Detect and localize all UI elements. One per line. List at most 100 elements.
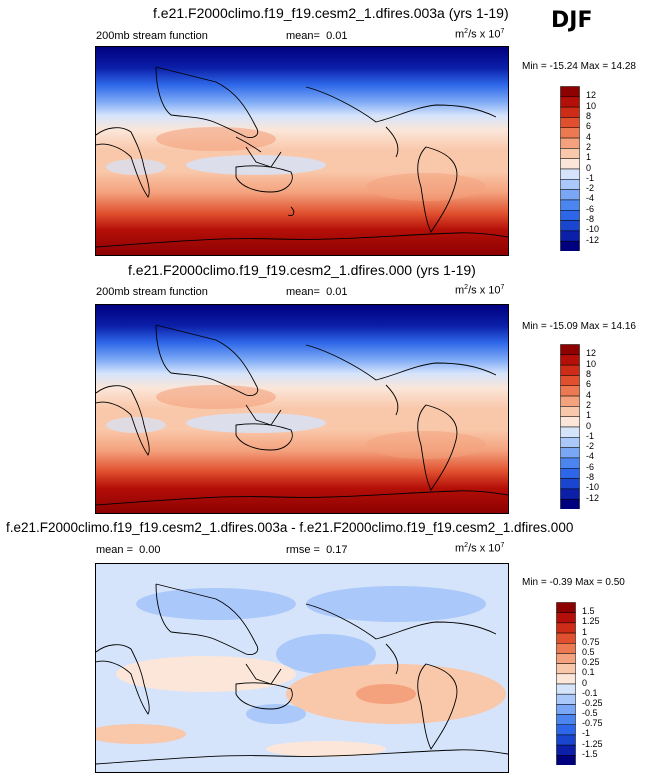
colorbar-tick-label: -1 <box>586 430 595 441</box>
colorbar-box <box>560 230 580 242</box>
panel-3-mean-value: 0.00 <box>139 544 161 556</box>
colorbar-tick-label: 1 <box>586 152 592 163</box>
colorbar-tick-label: -6 <box>586 203 595 214</box>
colorbar-tick-label: -1 <box>582 728 591 739</box>
colorbar-box <box>556 622 576 634</box>
colorbar-tick-label: 6 <box>586 379 592 390</box>
colorbar-tick-label: -10 <box>586 224 600 235</box>
panel-1-units: m2/s x 107 <box>455 28 504 41</box>
colorbar-tick-label: 1 <box>586 410 592 421</box>
units-sup: 2 <box>464 542 469 549</box>
units-sup: 2 <box>464 28 469 35</box>
colorbar-box <box>560 437 580 448</box>
colorbar-box <box>560 117 580 128</box>
colorbar-box <box>556 714 576 725</box>
colorbar-tick-label: -8 <box>586 472 595 483</box>
units-m: m <box>455 28 465 41</box>
panel-3-mean-label: mean = <box>96 544 133 556</box>
panel-3-mean: mean = 0.00 <box>96 544 161 556</box>
panel-2-map <box>95 304 509 514</box>
colorbar-tick-label: 10 <box>586 100 597 111</box>
colorbar-tick-label: 12 <box>586 90 597 101</box>
colorbar-boxes <box>560 86 580 251</box>
panel-1-mean-value: 0.01 <box>326 30 348 42</box>
field-contour <box>356 684 416 704</box>
units-m: m <box>455 542 465 555</box>
field-contour <box>276 634 376 674</box>
units-mid: /s x 10 <box>468 28 501 41</box>
colorbar-box <box>556 673 576 685</box>
colorbar-tick-label: 1.25 <box>582 616 600 627</box>
colorbar-tick-label: 0.1 <box>582 667 595 678</box>
colorbar-box <box>560 375 580 386</box>
panel-2-variable: 200mb stream function <box>96 286 208 298</box>
colorbar-tick-label: -2 <box>586 441 595 452</box>
field-contour <box>366 173 486 201</box>
colorbar-tick-label: -4 <box>586 451 595 462</box>
field-contour <box>106 159 166 175</box>
field-contour <box>366 431 486 459</box>
panel-1-colorbar <box>560 86 580 251</box>
field-fill <box>96 47 508 255</box>
colorbar-box <box>556 734 576 746</box>
field-contour <box>246 704 306 724</box>
colorbar-tick-label: 10 <box>586 358 597 369</box>
panel-2-mean-label: mean= <box>286 286 320 298</box>
colorbar-tick-label: 2 <box>586 399 592 410</box>
colorbar-box <box>560 498 580 509</box>
colorbar-tick-label: -1.5 <box>582 748 598 759</box>
colorbar-tick-label: 4 <box>586 131 592 142</box>
colorbar-box <box>556 612 576 624</box>
colorbar-box <box>560 137 580 149</box>
panel-2-title: f.e21.F2000climo.f19_f19.cesm2_1.dfires.… <box>128 262 476 278</box>
colorbar-box <box>560 364 580 376</box>
colorbar-box <box>560 385 580 397</box>
colorbar-boxes <box>556 602 576 765</box>
colorbar-tick-label: 8 <box>586 368 592 379</box>
coastlines <box>96 583 508 765</box>
panel-2-colorbar <box>560 344 580 509</box>
colorbar-tick-label: -2 <box>586 183 595 194</box>
colorbar-box <box>556 663 576 675</box>
colorbar-box <box>560 168 580 180</box>
colorbar-boxes <box>560 344 580 509</box>
panel-3-minmax: Min = -0.39 Max = 0.50 <box>522 577 625 588</box>
coastlines <box>96 324 508 506</box>
colorbar-box <box>556 643 576 654</box>
panel-2-mean: mean= 0.01 <box>286 286 348 298</box>
colorbar-box <box>560 148 580 159</box>
colorbar-box <box>556 632 576 644</box>
colorbar-tick-label: 1.5 <box>582 606 595 617</box>
colorbar-tick-label: 12 <box>586 348 597 359</box>
units-mid: /s x 10 <box>468 542 501 555</box>
colorbar-tick-label: -12 <box>586 234 600 245</box>
panel-3-title: f.e21.F2000climo.f19_f19.cesm2_1.dfires.… <box>6 520 574 535</box>
colorbar-box <box>556 683 576 695</box>
panel-2-units: m2/s x 107 <box>455 284 504 297</box>
field-contour <box>266 741 386 757</box>
colorbar-box <box>560 220 580 232</box>
field-contour <box>156 385 276 409</box>
colorbar-box <box>556 602 576 613</box>
colorbar-box <box>560 86 580 98</box>
colorbar-tick-label: 8 <box>586 110 592 121</box>
field-contour <box>96 724 186 744</box>
colorbar-box <box>560 457 580 469</box>
colorbar-box <box>560 344 580 356</box>
colorbar-box <box>560 488 580 500</box>
field-contour <box>116 656 296 692</box>
colorbar-box <box>560 426 580 438</box>
colorbar-tick-label: -1 <box>586 172 595 183</box>
colorbar-box <box>556 724 576 736</box>
colorbar-tick-label: -4 <box>586 193 595 204</box>
panel-3-rmse-value: 0.17 <box>326 544 348 556</box>
colorbar-tick-label: -8 <box>586 214 595 225</box>
colorbar-tick-label: 6 <box>586 121 592 132</box>
field-fill <box>96 305 508 513</box>
colorbar-box <box>560 416 580 428</box>
colorbar-tick-label: 0 <box>582 677 588 688</box>
colorbar-tick-label: 0.5 <box>582 646 595 657</box>
panel-1-map <box>95 46 509 256</box>
colorbar-tick-label: -1.25 <box>582 738 603 749</box>
colorbar-box <box>556 653 576 664</box>
